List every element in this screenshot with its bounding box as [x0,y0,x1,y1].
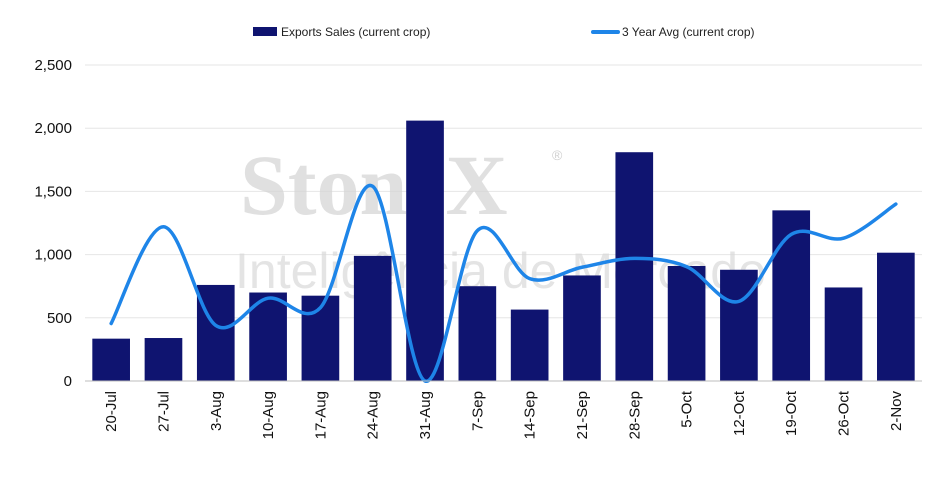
legend-label-3-year-avg: 3 Year Avg (current crop) [622,25,755,39]
x-tick-label: 21-Sep [574,391,591,439]
legend: Exports Sales (current crop) 3 Year Avg … [253,25,755,39]
bar-14-Sep [510,309,549,381]
legend-label-exports-sales: Exports Sales (current crop) [281,25,430,39]
bar-24-Aug [353,255,392,381]
bar-26-Oct [824,287,863,381]
bar-12-Oct [720,269,758,381]
y-tick-label: 1,500 [34,183,72,200]
bar-2-Nov [877,252,915,381]
x-tick-label: 2-Nov [888,391,905,432]
y-tick-label: 2,500 [34,57,72,74]
bar-20-Jul [92,338,130,381]
x-tick-label: 28-Sep [626,391,643,439]
x-tick-label: 10-Aug [260,391,277,439]
bar-28-Sep [615,152,654,381]
x-tick-label: 5-Oct [679,390,696,428]
x-tick-label: 26-Oct [836,390,853,436]
x-tick-label: 17-Aug [312,391,329,439]
bar-27-Jul [144,338,183,381]
bar-3-Aug [196,284,235,381]
bar-31-Aug [406,120,444,381]
y-tick-label: 0 [64,373,72,390]
x-tick-label: 31-Aug [417,391,434,439]
x-tick-label: 19-Oct [783,390,800,436]
bar-19-Oct [772,210,811,381]
bar-21-Sep [563,275,601,381]
y-tick-label: 500 [47,310,72,327]
x-tick-label: 3-Aug [208,391,225,431]
x-tick-label: 14-Sep [522,391,539,439]
x-axis-ticks: 20-Jul 27-Jul 3-Aug 10-Aug 17-Aug 24-Aug 31-Au… [103,390,905,439]
bar-7-Sep [458,286,497,381]
legend-swatch-exports-sales [253,27,277,36]
y-axis-ticks: 0 500 1,000 1,500 2,000 2,500 [34,57,72,390]
x-tick-label: 12-Oct [731,390,748,436]
x-tick-label: 27-Jul [155,391,172,432]
avg-line-path [109,183,898,383]
line-series [109,183,898,383]
x-tick-label: 20-Jul [103,391,120,432]
y-tick-label: 1,000 [34,247,72,264]
bar-5-Oct [667,265,706,381]
x-tick-label: 24-Aug [365,391,382,439]
watermark-registered-mark: ® [552,147,563,163]
y-tick-label: 2,000 [34,120,72,137]
x-tick-label: 7-Sep [469,391,486,431]
